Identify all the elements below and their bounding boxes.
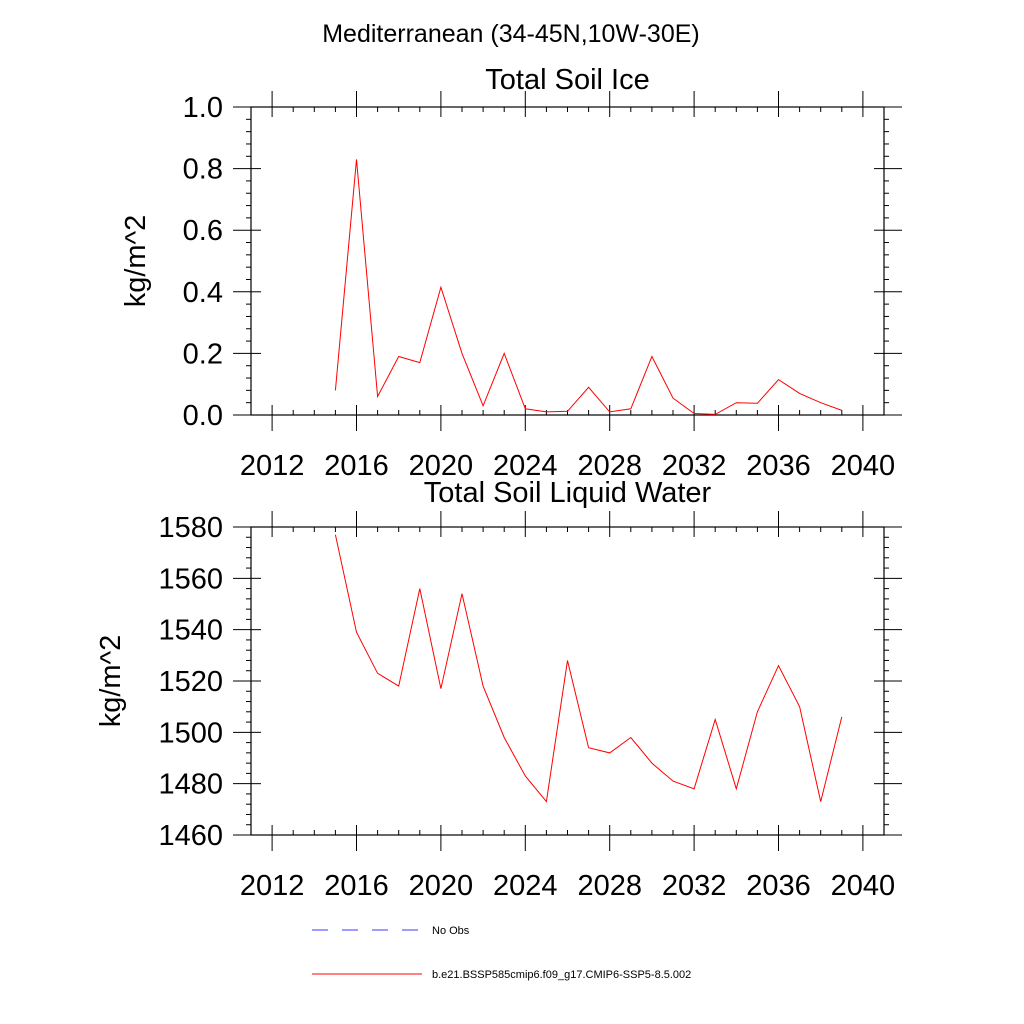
x-tick-label: 2036	[746, 870, 811, 902]
x-tick-label: 2012	[240, 450, 305, 482]
x-tick-label: 2028	[577, 870, 642, 902]
y-tick-label: 0.8	[183, 154, 223, 186]
x-tick-label: 2012	[240, 870, 305, 902]
legend: No Obs b.e21.BSSP585cmip6.f09_g17.CMIP6-…	[312, 925, 691, 981]
plot-frame	[250, 526, 885, 836]
y-tick-label: 0.0	[183, 400, 223, 432]
y-tick-label: 1540	[158, 615, 223, 647]
x-tick-label: 2016	[324, 450, 389, 482]
y-tick-label: 1520	[158, 666, 223, 698]
plot-frame	[250, 106, 885, 416]
y-tick-label: 1500	[158, 717, 223, 749]
x-tick-label: 2032	[662, 870, 727, 902]
x-tick-label: 2020	[409, 450, 474, 482]
x-tick-label: 2040	[831, 450, 896, 482]
x-tick-label: 2024	[493, 870, 558, 902]
figure-title: Mediterranean (34-45N,10W-30E)	[322, 20, 700, 48]
x-tick-label: 2032	[662, 450, 727, 482]
x-tick-label: 2040	[831, 870, 896, 902]
legend-label-model: b.e21.BSSP585cmip6.f09_g17.CMIP6-SSP5-8.…	[432, 969, 691, 981]
y-tick-label: 1.0	[183, 92, 223, 124]
y-axis-label: kg/m^2	[95, 635, 127, 728]
legend-label-no-obs: No Obs	[432, 925, 470, 937]
y-tick-label: 1560	[158, 563, 223, 595]
y-tick-label: 0.6	[183, 215, 223, 247]
x-tick-label: 2024	[493, 450, 558, 482]
panel-title: Total Soil Liquid Water	[424, 477, 712, 509]
y-tick-label: 1480	[158, 769, 223, 801]
panel-title: Total Soil Ice	[485, 64, 649, 96]
series-line	[334, 159, 842, 415]
y-tick-label: 0.4	[183, 277, 223, 309]
y-tick-label: 1580	[158, 512, 223, 544]
panel-total-soil-liquid-water: Total Soil Liquid Water kg/m^2 2012 2016 202…	[95, 477, 902, 902]
y-axis-label: kg/m^2	[120, 215, 152, 308]
y-tick-label: 0.2	[183, 338, 223, 370]
x-tick-label: 2020	[409, 870, 474, 902]
x-tick-label: 2028	[577, 450, 642, 482]
x-tick-label: 2036	[746, 450, 811, 482]
y-tick-label: 1460	[158, 820, 223, 852]
series-line	[334, 534, 843, 803]
x-tick-label: 2016	[324, 870, 389, 902]
panel-total-soil-ice: Total Soil Ice kg/m^2 2012 2016 2020 2024 2028…	[120, 64, 902, 482]
